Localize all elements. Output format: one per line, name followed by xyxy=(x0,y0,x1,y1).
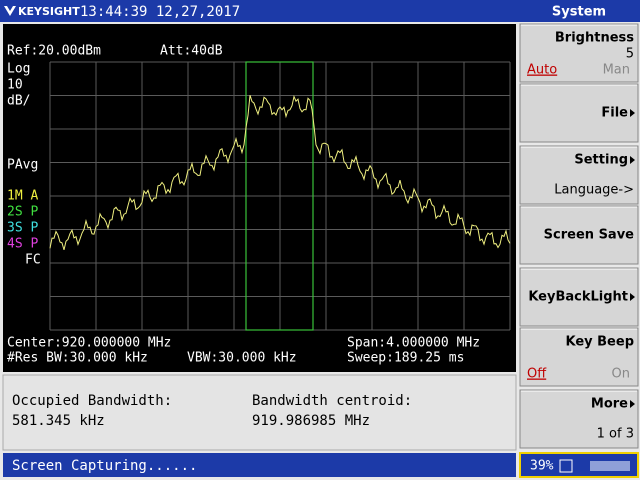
option[interactable]: Man xyxy=(603,63,630,78)
option[interactable]: On xyxy=(612,367,630,382)
option-selected[interactable]: Auto xyxy=(527,63,557,78)
ref-level: Ref:20.00dBm xyxy=(7,44,101,59)
top-bar xyxy=(0,0,518,22)
softkey-label: Screen Save xyxy=(544,228,635,243)
attenuation: Att:40dB xyxy=(160,44,223,59)
softkey-label: Key Beep xyxy=(565,335,634,350)
submenu-arrow xyxy=(630,156,635,164)
battery-icon xyxy=(559,459,573,473)
vbw: VBW:30.000 kHz xyxy=(187,351,297,366)
battery: 39% xyxy=(530,459,554,474)
softkey-label: More xyxy=(591,397,628,412)
softkey-label: KeyBackLight xyxy=(528,290,628,305)
sweep: Sweep:189.25 ms xyxy=(347,351,464,366)
scale-type: Log xyxy=(7,62,30,77)
menu-title-bar xyxy=(518,0,640,22)
trace-1: 1M A xyxy=(7,189,38,204)
status-icons xyxy=(590,461,630,471)
softkey-label: File xyxy=(601,106,628,121)
rbw: #Res BW:30.000 kHz xyxy=(7,351,148,366)
softkey[interactable] xyxy=(519,145,639,205)
trace-3: 3S P xyxy=(7,221,38,236)
status-bar xyxy=(3,453,516,477)
softkey-value: 5 xyxy=(626,47,634,62)
softkey[interactable] xyxy=(519,327,639,387)
scale-value: 10 xyxy=(7,78,23,93)
centroid-value: 919.986985 MHz xyxy=(252,413,370,429)
softkey-label: Brightness xyxy=(555,31,634,46)
centroid-label: Bandwidth centroid: xyxy=(252,393,412,409)
occupied-value: 581.345 kHz xyxy=(12,413,105,429)
occupied-label: Occupied Bandwidth: xyxy=(12,393,172,409)
brand: KEYSIGHT xyxy=(18,5,80,18)
scale-unit: dB/ xyxy=(7,94,30,109)
results-panel xyxy=(2,374,517,451)
spectrum-screen xyxy=(3,24,516,372)
softkey[interactable] xyxy=(519,83,639,143)
fc: FC xyxy=(25,253,41,268)
status-message: Screen Capturing...... xyxy=(12,458,197,474)
softkey-label: Setting xyxy=(574,153,628,168)
softkey[interactable] xyxy=(519,267,639,327)
softkey[interactable] xyxy=(519,389,639,449)
center: Center:920.000000 MHz xyxy=(7,336,171,351)
span: Span:4.000000 MHz xyxy=(347,336,480,351)
avg-type: PAvg xyxy=(7,158,38,173)
softkey-sub: 1 of 3 xyxy=(597,427,634,442)
softkey[interactable] xyxy=(519,23,639,83)
logo-mark xyxy=(4,6,16,16)
bandwidth-marker xyxy=(245,61,314,331)
submenu-arrow xyxy=(630,109,635,117)
submenu-arrow xyxy=(630,400,635,408)
trace xyxy=(49,94,511,251)
softkey[interactable] xyxy=(519,205,639,265)
softkey-sub: Language-> xyxy=(554,183,634,198)
option-selected[interactable]: Off xyxy=(527,367,547,382)
trace-2: 2S P xyxy=(7,205,38,220)
menu-title: System xyxy=(552,5,606,20)
trace-4: 4S P xyxy=(7,237,38,252)
datetime: 13:44:39 12,27,2017 xyxy=(80,4,240,20)
submenu-arrow xyxy=(630,293,635,301)
